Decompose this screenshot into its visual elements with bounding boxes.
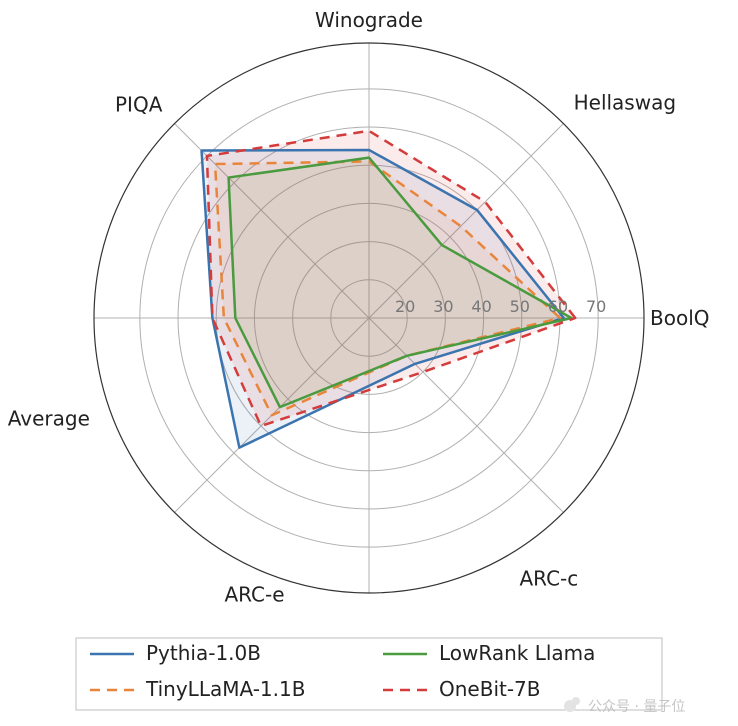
legend-label: TinyLLaMA-1.1B bbox=[145, 677, 305, 701]
axis-label-arc_e: ARC-e bbox=[224, 583, 284, 607]
series-fill bbox=[207, 131, 575, 426]
axis-label-arc_c: ARC-c bbox=[520, 567, 579, 591]
axis-label-hellaswag: Hellaswag bbox=[574, 90, 676, 114]
axis-label-piqa: PIQA bbox=[115, 92, 163, 116]
legend-label: Pythia-1.0B bbox=[146, 641, 261, 665]
radial-tick-label: 50 bbox=[510, 297, 530, 316]
radial-tick-label: 70 bbox=[586, 297, 606, 316]
radial-tick-label: 30 bbox=[433, 297, 453, 316]
radial-tick-label: 60 bbox=[548, 297, 568, 316]
radial-tick-label: 40 bbox=[471, 297, 491, 316]
legend-label: LowRank Llama bbox=[439, 641, 595, 665]
axis-label-average: Average bbox=[8, 407, 90, 431]
radial-tick-label: 20 bbox=[395, 297, 415, 316]
watermark-text: 公众号 · 量子位 bbox=[588, 699, 685, 715]
axis-label-winograde: Winograde bbox=[315, 8, 423, 32]
axis-label-boolq: BoolQ bbox=[650, 306, 710, 330]
legend-label: OneBit-7B bbox=[439, 677, 541, 701]
